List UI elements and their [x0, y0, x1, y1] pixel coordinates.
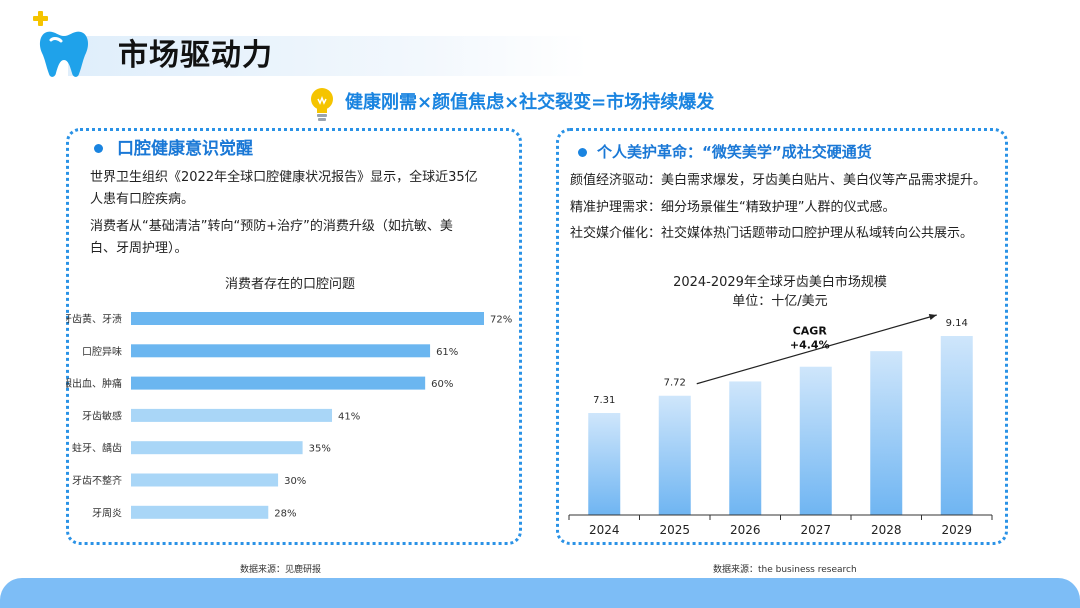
- category-label: 蛀牙、龋齿: [72, 442, 122, 455]
- cagr-label: CAGR: [793, 325, 828, 338]
- year-label: 2026: [730, 523, 761, 537]
- oral-problems-chart-title: 消费者存在的口腔问题: [224, 277, 355, 292]
- bar: [940, 336, 973, 515]
- category-label: 牙齿不整齐: [72, 474, 122, 487]
- bar: [658, 395, 691, 515]
- right-line3: 社交媒介催化：社交媒体热门话题带动口腔护理从私域转向公共展示。: [570, 226, 974, 241]
- value-label: 7.72: [664, 378, 686, 389]
- category-label: 牙齿黄、牙渍: [66, 313, 122, 326]
- market-size-chart: 2024 7.31 2025 7.72 2026 2027 2028 2029 9.14 CAGR…: [568, 314, 993, 537]
- category-label: 牙周炎: [92, 507, 122, 519]
- value-label: 7.31: [593, 395, 615, 406]
- oral-awareness-panel: [66, 128, 522, 545]
- year-label: 2024: [589, 523, 620, 537]
- left-source: 数据来源：见鹿研报: [240, 565, 322, 575]
- bar: [131, 473, 279, 487]
- bar: [131, 505, 269, 519]
- footer-bar: [0, 578, 1080, 608]
- right-line1: 颜值经济驱动：美白需求爆发，牙齿美白贴片、美白仪等产品需求提升。: [570, 173, 987, 188]
- bar: [131, 312, 484, 325]
- cagr-arrow-head: [928, 314, 937, 321]
- year-label: 2029: [941, 523, 972, 537]
- left-para1-line1: 世界卫生组织《2022年全球口腔健康状况报告》显示，全球近35亿: [90, 170, 478, 185]
- market-chart-subtitle: 单位：十亿/美元: [732, 294, 828, 309]
- bar: [131, 376, 426, 390]
- year-label: 2028: [871, 523, 902, 537]
- value-label: 9.14: [946, 318, 968, 329]
- bar: [131, 441, 303, 455]
- bar: [729, 381, 762, 515]
- value-label: 60%: [431, 379, 453, 390]
- bar: [588, 413, 621, 515]
- plus-icon: [33, 11, 48, 26]
- tooth-icon: [39, 31, 89, 77]
- value-label: 35%: [309, 444, 331, 455]
- right-panel-heading: 个人美护革命：“微笑美学”成社交硬通货: [597, 143, 872, 161]
- bar: [131, 408, 333, 422]
- beauty-revolution-panel: [556, 128, 1008, 545]
- oral-problems-chart: 牙齿黄、牙渍 72% 口腔异味 61% 牙龈出血、肿痛 60% 牙齿敏感 41% 蛀牙、龋齿 35…: [66, 312, 512, 519]
- right-line2: 精准护理需求：细分场景催生“精致护理”人群的仪式感。: [570, 200, 896, 215]
- tagline: 健康刚需×颜值焦虑×社交裂变=市场持续爆发: [345, 92, 715, 113]
- title-band: [68, 36, 588, 76]
- bullet-dot: [94, 144, 103, 153]
- cagr-arrow-line: [696, 314, 937, 385]
- category-label: 口腔异味: [82, 345, 122, 358]
- value-label: 72%: [490, 315, 512, 326]
- value-label: 61%: [436, 347, 458, 358]
- value-label: 30%: [284, 476, 306, 487]
- left-panel-heading: 口腔健康意识觉醒: [117, 139, 253, 159]
- lightbulb-icon: [311, 88, 333, 121]
- bar: [870, 351, 903, 515]
- category-label: 牙齿敏感: [82, 409, 122, 422]
- page-title: 市场驱动力: [118, 38, 273, 73]
- left-para2-line2: 白、牙周护理）。: [90, 241, 188, 256]
- bar: [131, 344, 431, 358]
- bar: [799, 366, 832, 515]
- right-source: 数据来源：the business research: [713, 565, 857, 575]
- market-chart-title: 2024-2029年全球牙齿美白市场规模: [673, 275, 887, 290]
- left-para2-line1: 消费者从“基础清洁”转向“预防+治疗”的消费升级（如抗敏、美: [90, 219, 453, 234]
- left-para1-line2: 人患有口腔疾病。: [90, 192, 195, 207]
- year-label: 2027: [800, 523, 831, 537]
- bullet-dot: [578, 148, 587, 157]
- value-label: 28%: [274, 508, 296, 519]
- year-label: 2025: [659, 523, 690, 537]
- cagr-label: +4.4%: [790, 339, 830, 352]
- category-label: 牙龈出血、肿痛: [66, 377, 122, 390]
- value-label: 41%: [338, 411, 360, 422]
